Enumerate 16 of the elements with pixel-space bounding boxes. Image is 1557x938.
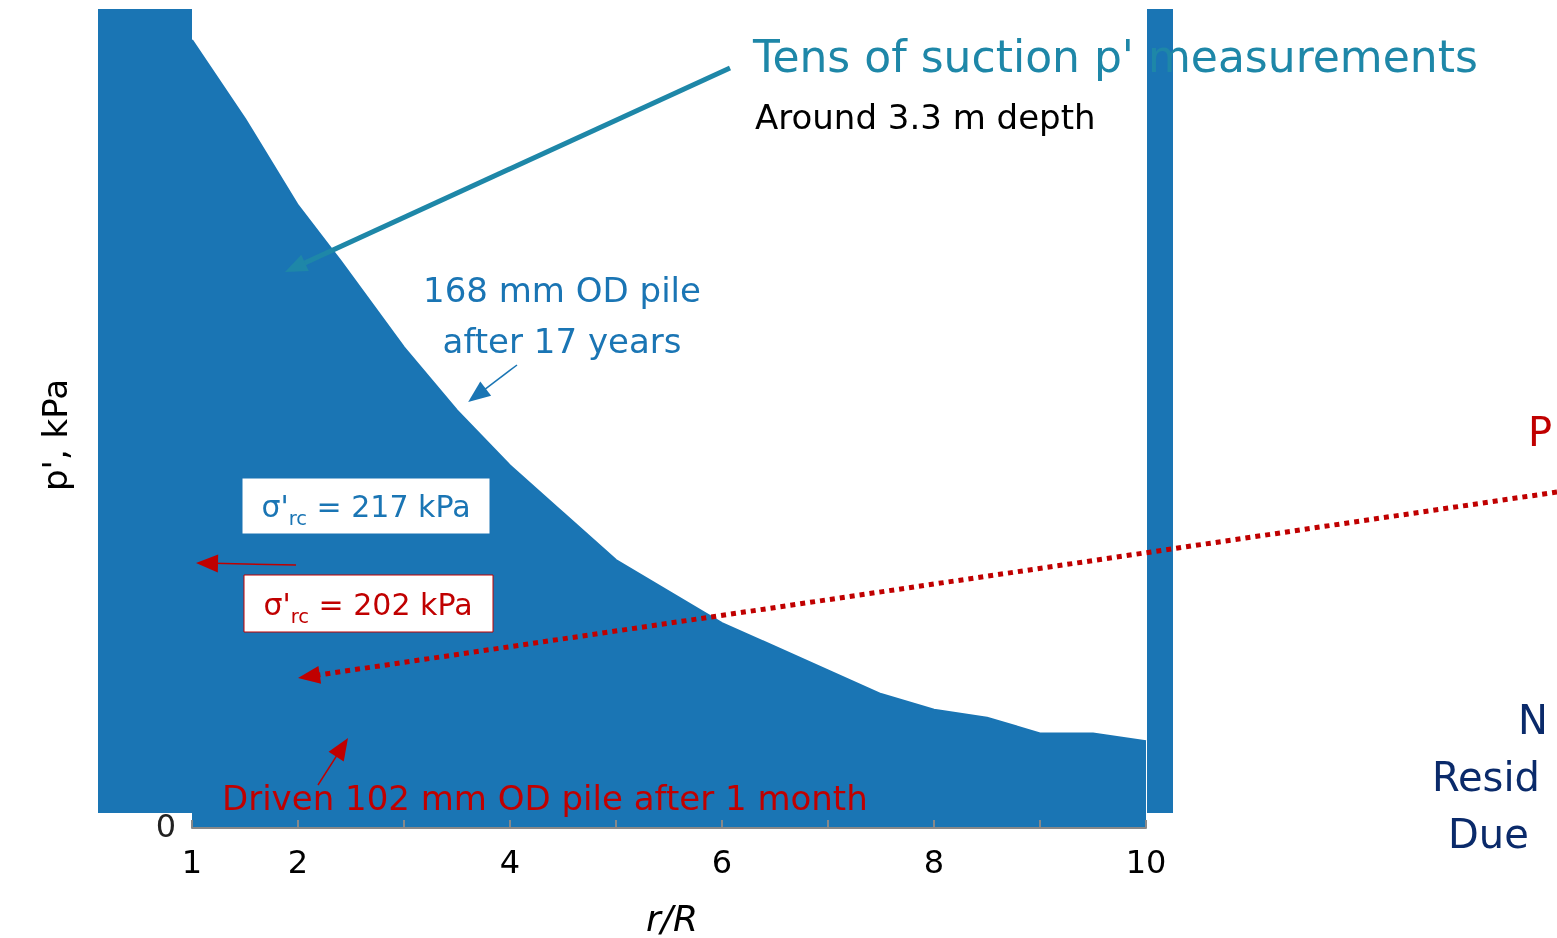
x-tick-label: 2: [287, 843, 309, 881]
text: Due: [1448, 811, 1529, 857]
text: 0: [155, 807, 176, 845]
text: P: [1528, 409, 1553, 455]
text: Around 3.3 m depth: [755, 97, 1096, 137]
text: Resid: [1432, 754, 1540, 800]
x-tick-label: 4: [499, 843, 521, 881]
y-axis-title: p', kPa: [35, 378, 75, 492]
x-tick-label: 8: [923, 843, 945, 881]
x-tick-label: 6: [711, 843, 733, 881]
x-tick-label: 1: [181, 843, 203, 881]
text: N: [1518, 697, 1548, 743]
annotation: Driven 102 mm OD pile after 1 month: [222, 778, 868, 818]
x-axis-title: r/R: [646, 897, 698, 938]
x-tick-label: 10: [1125, 843, 1167, 881]
annotation: 168 mm OD pile after 17 years: [423, 269, 701, 361]
